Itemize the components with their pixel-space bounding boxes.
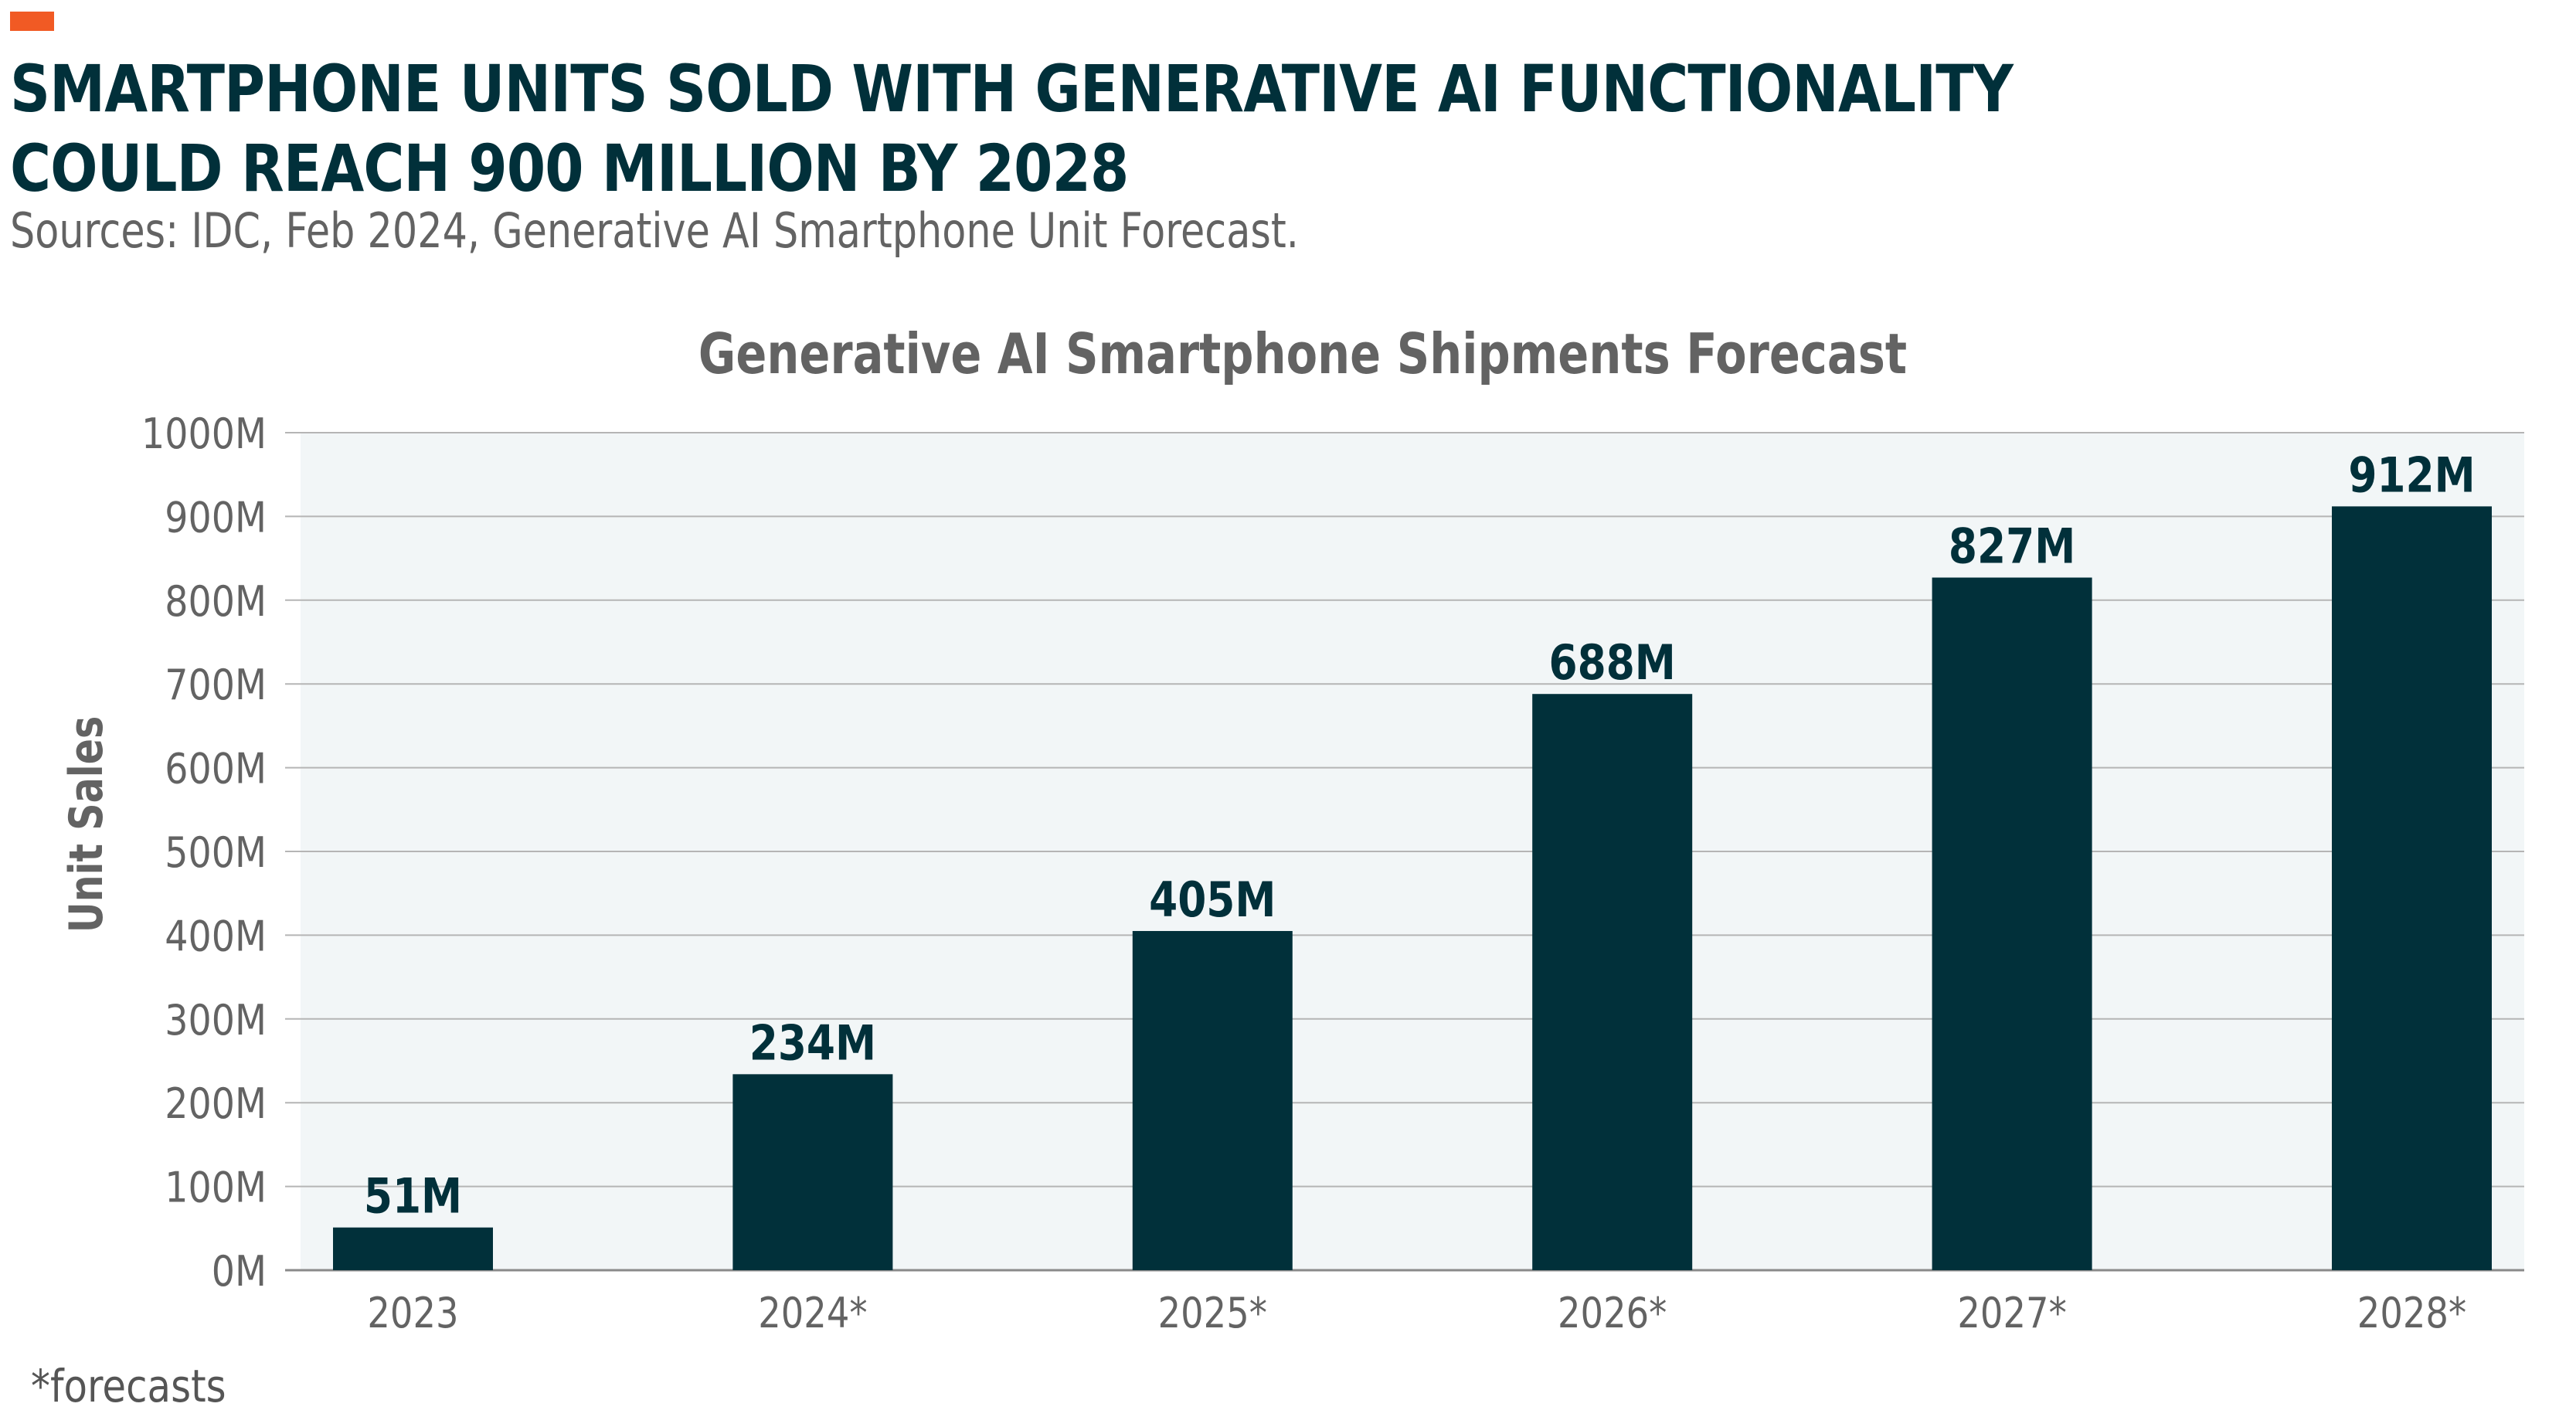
bar-2026 <box>1532 694 1693 1270</box>
data-label: 912M <box>2348 447 2475 503</box>
x-tick-label: 2023 <box>367 1289 458 1337</box>
y-tick-label: 800M <box>165 577 267 626</box>
bars <box>333 506 2492 1270</box>
bar-2027 <box>1932 577 2092 1270</box>
y-tick-label: 1000M <box>141 409 267 458</box>
y-tick-label: 0M <box>212 1247 267 1296</box>
data-label: 51M <box>364 1168 462 1225</box>
y-tick-label: 300M <box>165 996 267 1045</box>
data-labels: 51M 234M 405M 688M 827M 912M <box>364 447 2476 1224</box>
y-tick-label: 200M <box>165 1079 267 1128</box>
chart-title: Generative AI Smartphone Shipments Forec… <box>698 321 1907 386</box>
bar-2023 <box>333 1227 493 1270</box>
headline: SMARTPHONE UNITS SOLD WITH GENERATIVE AI… <box>10 51 2014 206</box>
x-tick-label: 2028* <box>2357 1289 2466 1337</box>
y-tick-label: 400M <box>165 912 267 961</box>
y-axis-title: Unit Sales <box>59 716 113 933</box>
bar-2024 <box>732 1074 893 1270</box>
x-tick-label: 2024* <box>758 1289 867 1337</box>
accent-mark <box>10 12 54 31</box>
x-tick-label: 2025* <box>1158 1289 1267 1337</box>
data-label: 827M <box>1949 518 2075 575</box>
y-tick-labels: 0M 100M 200M 300M 400M 500M 600M 700M 800M 900M 10… <box>141 409 267 1296</box>
source-note: Sources: IDC, Feb 2024, Generative AI Sm… <box>10 202 1299 259</box>
y-tick-label: 900M <box>165 494 267 542</box>
y-tick-label: 100M <box>165 1164 267 1212</box>
x-tick-labels: 2023 2024* 2025* 2026* 2027* 2028* <box>367 1289 2466 1337</box>
y-tick-label: 500M <box>165 828 267 877</box>
y-tick-label: 700M <box>165 661 267 709</box>
bar-2025 <box>1132 930 1293 1270</box>
y-tick-label: 600M <box>165 745 267 793</box>
gridlines <box>285 432 2524 1272</box>
bar-2028 <box>2332 506 2492 1270</box>
x-tick-label: 2027* <box>1957 1289 2066 1337</box>
data-label: 234M <box>749 1014 876 1071</box>
data-label: 405M <box>1149 872 1276 928</box>
data-label: 688M <box>1549 634 1676 691</box>
x-tick-label: 2026* <box>1558 1289 1667 1337</box>
footnote: *forecasts <box>31 1360 226 1412</box>
